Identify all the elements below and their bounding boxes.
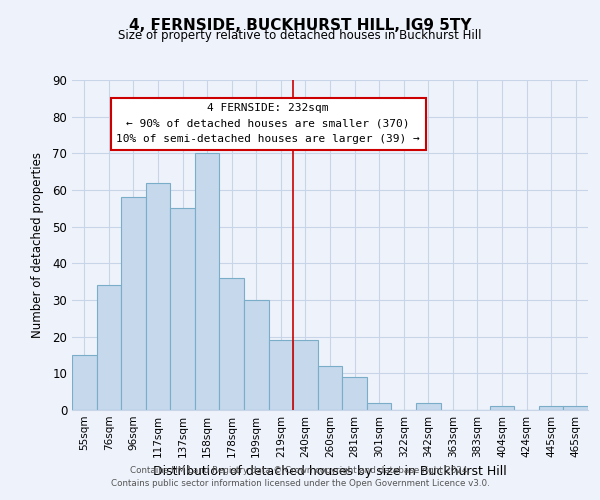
Bar	[539, 406, 563, 410]
Bar	[416, 402, 440, 410]
Bar	[293, 340, 318, 410]
Bar	[563, 406, 588, 410]
Text: 4 FERNSIDE: 232sqm
← 90% of detached houses are smaller (370)
10% of semi-detach: 4 FERNSIDE: 232sqm ← 90% of detached hou…	[116, 103, 420, 144]
Bar	[97, 286, 121, 410]
Bar	[318, 366, 342, 410]
Text: Contains HM Land Registry data © Crown copyright and database right 2024.
Contai: Contains HM Land Registry data © Crown c…	[110, 466, 490, 487]
Bar	[244, 300, 269, 410]
X-axis label: Distribution of detached houses by size in Buckhurst Hill: Distribution of detached houses by size …	[153, 466, 507, 478]
Bar	[220, 278, 244, 410]
Bar	[367, 402, 391, 410]
Bar	[342, 377, 367, 410]
Bar	[121, 198, 146, 410]
Bar	[490, 406, 514, 410]
Y-axis label: Number of detached properties: Number of detached properties	[31, 152, 44, 338]
Bar	[170, 208, 195, 410]
Bar	[269, 340, 293, 410]
Bar	[72, 355, 97, 410]
Bar	[146, 182, 170, 410]
Text: 4, FERNSIDE, BUCKHURST HILL, IG9 5TY: 4, FERNSIDE, BUCKHURST HILL, IG9 5TY	[129, 18, 471, 32]
Text: Size of property relative to detached houses in Buckhurst Hill: Size of property relative to detached ho…	[118, 29, 482, 42]
Bar	[195, 154, 220, 410]
